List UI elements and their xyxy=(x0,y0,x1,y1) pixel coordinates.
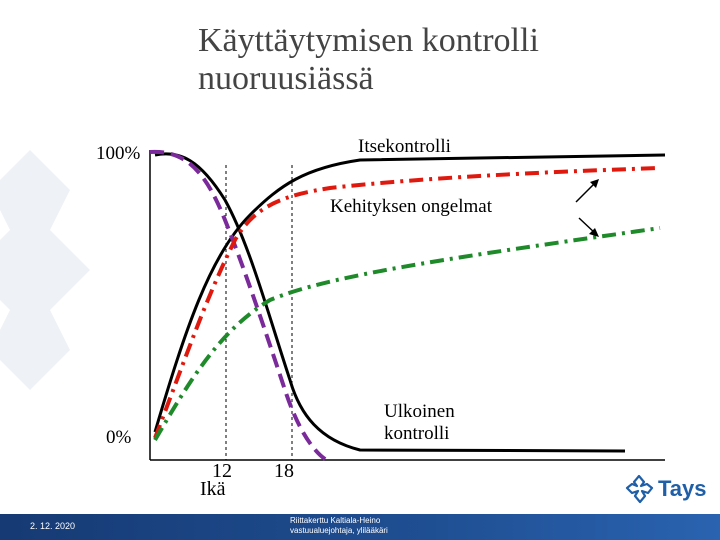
series-self-control-line xyxy=(153,153,666,433)
footer-bar: 2. 12. 2020 Riittakerttu Kaltiala-Heino … xyxy=(0,514,720,540)
footer-date: 2. 12. 2020 xyxy=(30,521,76,531)
y-tick-0: 0% xyxy=(106,427,132,448)
label-external-control-line1: Ulkoinen xyxy=(384,401,455,422)
slide-title: Käyttäytymisen kontrolli nuoruusiässä xyxy=(198,22,698,98)
x-tick-12: 12 xyxy=(212,460,232,482)
series-purple-dashed-line xyxy=(149,149,331,464)
label-external-control-line2: kontrolli xyxy=(384,423,450,444)
tays-logo: Tays xyxy=(622,474,714,506)
label-external-control: Ulkoinen kontrolli xyxy=(384,400,455,446)
y-tick-100: 100% xyxy=(96,143,141,164)
arrow-down-head-icon xyxy=(589,228,599,237)
arrow-up-head-icon xyxy=(590,179,599,188)
watermark-icon xyxy=(0,150,90,390)
label-self-control: Itsekontrolli xyxy=(358,136,451,157)
x-axis-label: Ikä xyxy=(200,478,226,500)
title-line-1: Käyttäytymisen kontrolli xyxy=(198,22,539,59)
logo-text: Tays xyxy=(658,476,707,501)
footer-credit-line1: Riittakerttu Kaltiala-Heino xyxy=(290,516,381,525)
title-line-2: nuoruusiässä xyxy=(198,60,374,97)
label-developmental-problems: Kehityksen ongelmat xyxy=(330,196,492,217)
tays-snowflake-icon xyxy=(625,474,654,504)
footer-credit-line2: vastuualuejohtaja, ylilääkäri xyxy=(290,526,388,535)
footer-credit: Riittakerttu Kaltiala-Heino vastuualuejo… xyxy=(290,516,440,536)
series-external-control-line xyxy=(154,152,626,453)
x-tick-18: 18 xyxy=(274,460,294,482)
series-green-dashdot-line xyxy=(153,226,661,442)
